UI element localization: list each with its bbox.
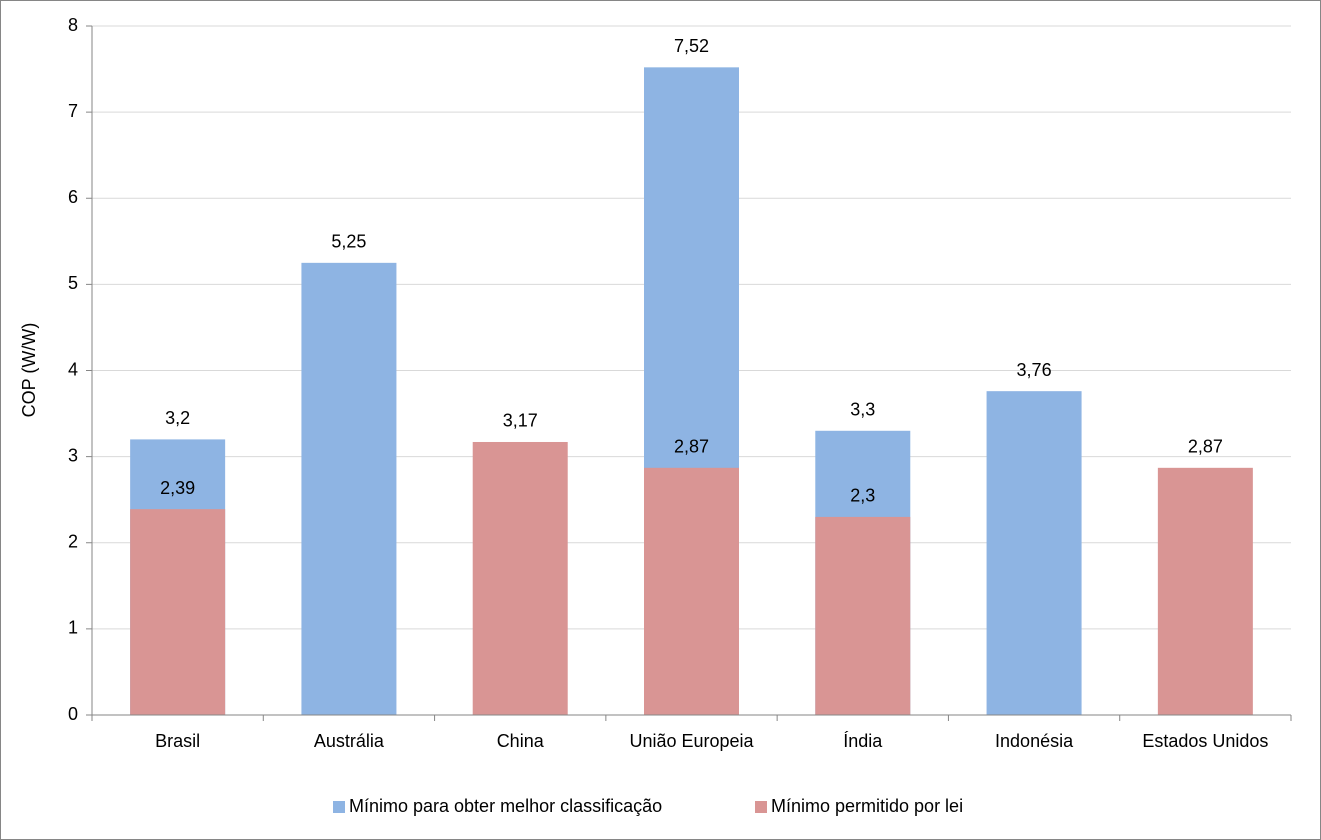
y-tick-label: 4 bbox=[68, 359, 78, 379]
x-tick-label: Brasil bbox=[155, 731, 200, 751]
bar bbox=[644, 467, 739, 715]
x-tick-label: União Europeia bbox=[629, 731, 754, 751]
y-tick-label: 8 bbox=[68, 15, 78, 35]
bar bbox=[301, 262, 397, 715]
x-tick-label: China bbox=[497, 731, 545, 751]
x-tick-label: Índia bbox=[843, 731, 883, 751]
legend-label: Mínimo para obter melhor classificação bbox=[349, 796, 662, 816]
bar bbox=[986, 391, 1082, 715]
data-label: 7,52 bbox=[674, 36, 709, 56]
bar bbox=[815, 516, 911, 715]
x-tick-label: Indonésia bbox=[995, 731, 1074, 751]
y-axis-title: COP (W/W) bbox=[19, 323, 39, 418]
data-label: 2,87 bbox=[674, 437, 709, 457]
y-tick-label: 2 bbox=[68, 532, 78, 552]
legend-label: Mínimo permitido por lei bbox=[771, 796, 963, 816]
bar bbox=[472, 441, 568, 715]
data-label: 2,87 bbox=[1188, 437, 1223, 457]
y-tick-label: 0 bbox=[68, 704, 78, 724]
data-label: 3,17 bbox=[503, 411, 538, 431]
bar bbox=[130, 509, 226, 715]
x-tick-label: Austrália bbox=[314, 731, 385, 751]
x-tick-label: Estados Unidos bbox=[1142, 731, 1268, 751]
y-tick-label: 5 bbox=[68, 273, 78, 293]
data-label: 2,39 bbox=[160, 478, 195, 498]
y-tick-label: 7 bbox=[68, 101, 78, 121]
data-label: 5,25 bbox=[331, 232, 366, 252]
y-tick-label: 6 bbox=[68, 187, 78, 207]
data-label: 3,76 bbox=[1017, 360, 1052, 380]
data-label: 3,2 bbox=[165, 408, 190, 428]
data-label: 2,3 bbox=[850, 486, 875, 506]
data-label: 3,3 bbox=[850, 400, 875, 420]
legend-swatch bbox=[755, 801, 767, 813]
y-tick-label: 1 bbox=[68, 618, 78, 638]
legend-swatch bbox=[333, 801, 345, 813]
bar bbox=[1157, 467, 1253, 715]
y-tick-label: 3 bbox=[68, 445, 78, 465]
